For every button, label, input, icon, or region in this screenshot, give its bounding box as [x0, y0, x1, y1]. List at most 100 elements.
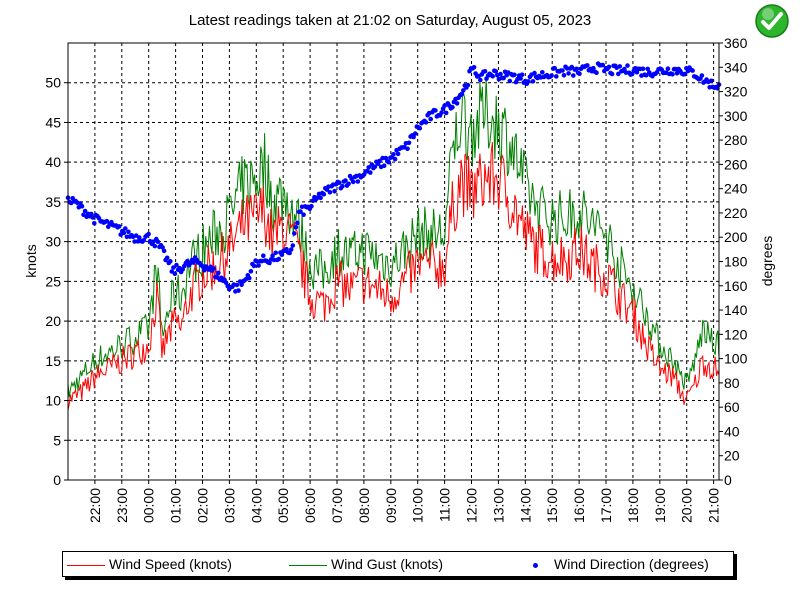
- y-tick-label: 45: [45, 114, 61, 130]
- y2-tick-label: 40: [724, 423, 740, 439]
- direction-point: [355, 179, 361, 184]
- direction-point: [343, 178, 348, 183]
- x-axis: 22:00 23:00 00:00 01:00 02:00 03:00 04:00 05:00…: [87, 480, 722, 523]
- legend-direction-swatch: [533, 562, 538, 568]
- direction-point: [368, 170, 373, 175]
- x-tick-label: 20:00: [679, 488, 695, 523]
- y2-tick-label: 160: [724, 278, 748, 294]
- direction-point: [160, 245, 165, 250]
- direction-point: [152, 243, 158, 249]
- y2-tick-label: 340: [724, 59, 748, 75]
- direction-point: [670, 72, 675, 77]
- x-tick-label: 08:00: [356, 488, 372, 523]
- direction-point: [377, 158, 382, 164]
- direction-point: [540, 70, 545, 75]
- y-tick-label: 15: [45, 353, 61, 369]
- direction-point: [174, 262, 179, 268]
- direction-point: [261, 253, 266, 258]
- direction-point: [151, 239, 156, 244]
- direction-point: [616, 71, 621, 77]
- x-tick-label: 03:00: [221, 488, 237, 523]
- direction-point: [141, 238, 147, 243]
- direction-point: [161, 248, 167, 254]
- x-tick-label: 13:00: [490, 488, 506, 523]
- direction-point: [530, 79, 536, 84]
- legend-speed-swatch: [67, 564, 105, 566]
- direction-point: [493, 69, 499, 74]
- legend-direction-label: Wind Direction (degrees): [554, 556, 709, 572]
- direction-point: [295, 220, 300, 226]
- x-tick-label: 12:00: [464, 488, 480, 523]
- direction-point: [526, 79, 531, 84]
- direction-point: [439, 110, 444, 115]
- chart-title: Latest readings taken at 21:02 on Saturd…: [188, 12, 592, 29]
- direction-point: [309, 203, 314, 209]
- direction-point: [519, 72, 525, 77]
- x-tick-label: 00:00: [141, 488, 157, 523]
- direction-point: [392, 156, 398, 162]
- direction-point: [318, 195, 323, 201]
- direction-point: [247, 275, 252, 281]
- direction-point: [82, 208, 88, 214]
- y2-axis-label: degrees: [759, 236, 775, 287]
- y2-tick-label: 180: [724, 254, 748, 270]
- direction-point: [391, 152, 396, 157]
- direction-point: [372, 164, 378, 169]
- x-tick-label: 02:00: [195, 488, 211, 523]
- direction-point: [279, 252, 285, 257]
- direction-point: [461, 88, 466, 93]
- chart-legend: Wind Speed (knots) Wind Gust (knots) Win…: [62, 551, 734, 577]
- direction-point: [609, 71, 615, 77]
- y-tick-label: 0: [53, 472, 61, 488]
- direction-point: [292, 231, 297, 236]
- legend-speed-label: Wind Speed (knots): [109, 556, 232, 572]
- direction-point: [512, 72, 517, 78]
- direction-point: [682, 71, 688, 77]
- direction-point: [121, 230, 127, 236]
- y2-tick-label: 220: [724, 205, 748, 221]
- direction-point: [423, 120, 429, 125]
- direction-point: [256, 263, 261, 268]
- direction-point: [478, 77, 483, 83]
- direction-point: [171, 265, 176, 270]
- direction-point: [709, 78, 714, 84]
- direction-point: [600, 62, 606, 68]
- direction-point: [251, 263, 257, 269]
- y2-tick-label: 80: [724, 375, 740, 391]
- direction-point: [366, 165, 372, 170]
- y2-tick-label: 260: [724, 156, 748, 172]
- direction-point: [454, 101, 460, 106]
- direction-point: [442, 103, 447, 108]
- y2-tick-label: 60: [724, 399, 740, 415]
- direction-point: [386, 159, 392, 165]
- direction-point: [406, 140, 412, 146]
- x-tick-label: 10:00: [410, 488, 426, 523]
- direction-point: [577, 71, 582, 76]
- x-tick-label: 09:00: [383, 488, 399, 523]
- y-tick-label: 30: [45, 234, 61, 250]
- y2-tick-label: 240: [724, 181, 748, 197]
- direction-point: [532, 70, 537, 76]
- direction-point: [290, 243, 296, 248]
- x-tick-label: 23:00: [114, 488, 130, 523]
- direction-point: [146, 231, 151, 237]
- direction-point: [116, 224, 122, 229]
- y-axis-label: knots: [23, 244, 39, 277]
- x-tick-label: 14:00: [517, 488, 533, 523]
- direction-point: [89, 211, 94, 217]
- direction-point: [236, 288, 241, 293]
- y-tick-label: 25: [45, 273, 61, 289]
- direction-point: [90, 215, 96, 220]
- direction-point: [645, 66, 650, 72]
- direction-point: [340, 183, 345, 189]
- direction-point: [433, 108, 438, 113]
- x-tick-label: 22:00: [87, 488, 103, 523]
- direction-point: [273, 250, 279, 256]
- y-tick-label: 50: [45, 75, 61, 91]
- direction-point: [552, 65, 557, 71]
- direction-point: [216, 270, 221, 276]
- direction-point: [498, 71, 503, 77]
- y2-tick-label: 200: [724, 229, 748, 245]
- x-tick-label: 18:00: [625, 488, 641, 523]
- direction-point: [79, 204, 85, 209]
